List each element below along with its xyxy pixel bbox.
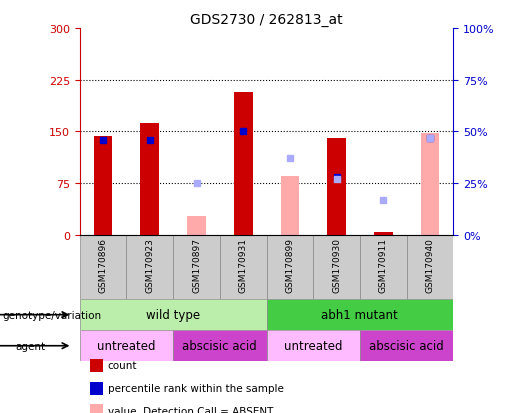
Text: untreated: untreated [97, 339, 156, 352]
Bar [267, 235, 313, 299]
Bar [127, 235, 173, 299]
Bar [267, 330, 360, 361]
Title: GDS2730 / 262813_at: GDS2730 / 262813_at [190, 12, 343, 26]
Text: GSM170923: GSM170923 [145, 237, 154, 292]
Bar [80, 330, 173, 361]
Text: untreated: untreated [284, 339, 342, 352]
Text: abscisic acid: abscisic acid [369, 339, 444, 352]
Bar [173, 330, 267, 361]
Bar [267, 299, 453, 330]
Text: wild type: wild type [146, 309, 200, 321]
Bar [94, 137, 112, 235]
Text: GSM170930: GSM170930 [332, 237, 341, 292]
Text: percentile rank within the sample: percentile rank within the sample [108, 383, 284, 393]
Bar [173, 235, 220, 299]
Bar [360, 330, 453, 361]
Bar [313, 235, 360, 299]
Text: abh1 mutant: abh1 mutant [321, 309, 398, 321]
Bar [234, 93, 252, 235]
Bar [374, 232, 392, 235]
Text: GSM170940: GSM170940 [425, 237, 434, 292]
Text: GSM170896: GSM170896 [99, 237, 108, 292]
Text: count: count [108, 361, 137, 370]
Text: genotype/variation: genotype/variation [3, 310, 101, 320]
Text: GSM170911: GSM170911 [379, 237, 388, 292]
Text: agent: agent [15, 341, 45, 351]
Bar [421, 133, 439, 235]
Bar [327, 139, 346, 235]
Bar [187, 217, 206, 235]
Bar [220, 235, 267, 299]
Text: GSM170897: GSM170897 [192, 237, 201, 292]
Bar [80, 235, 127, 299]
Bar [281, 177, 299, 235]
Text: abscisic acid: abscisic acid [182, 339, 257, 352]
Bar [80, 299, 267, 330]
Text: GSM170899: GSM170899 [285, 237, 295, 292]
Text: GSM170931: GSM170931 [238, 237, 248, 292]
Bar [141, 123, 159, 235]
Bar [360, 235, 406, 299]
Bar [406, 235, 453, 299]
Text: value, Detection Call = ABSENT: value, Detection Call = ABSENT [108, 406, 273, 413]
